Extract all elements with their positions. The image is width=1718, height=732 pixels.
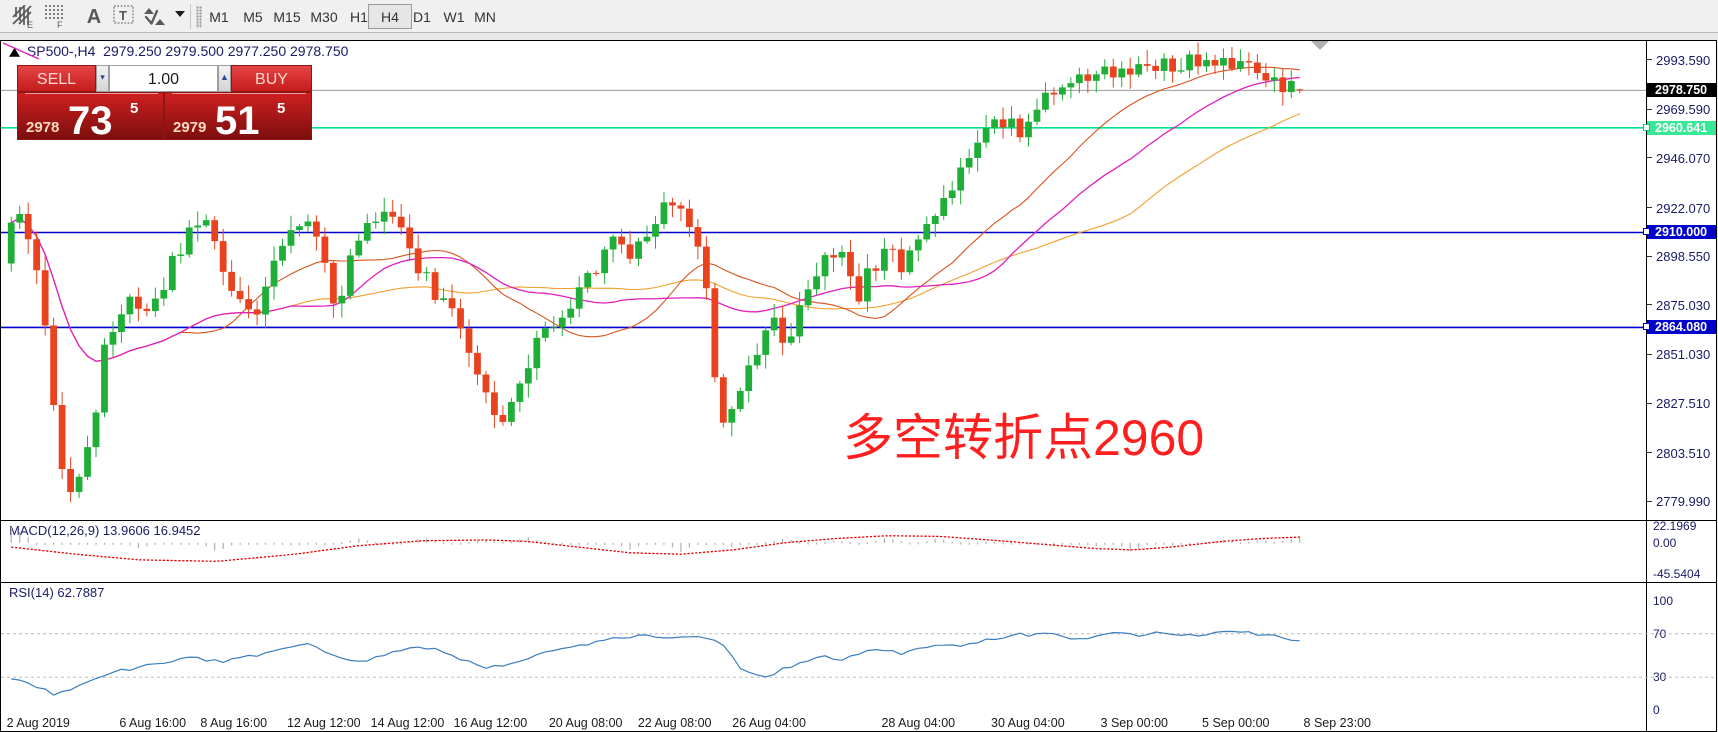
svg-text:F: F: [57, 20, 63, 29]
svg-text:E: E: [27, 20, 33, 29]
svg-text:T: T: [119, 8, 127, 23]
